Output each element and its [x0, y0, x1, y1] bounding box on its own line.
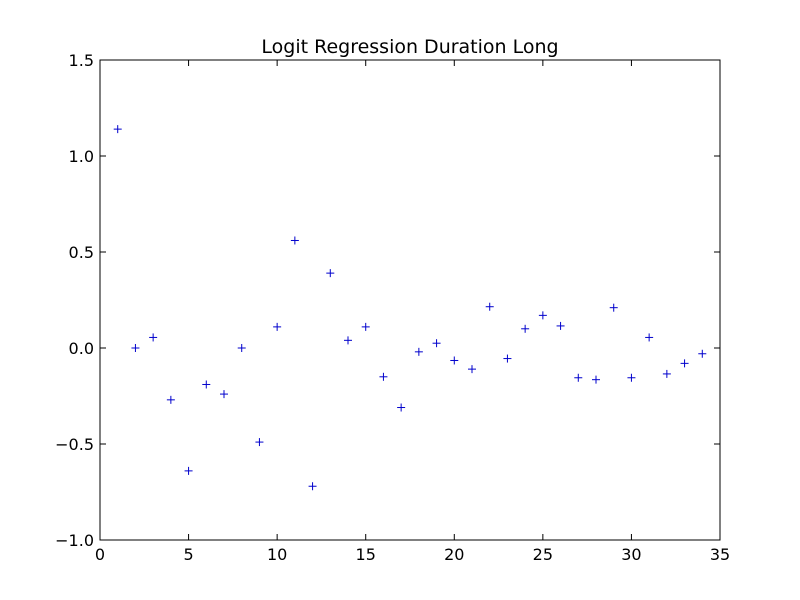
data-point: [149, 333, 158, 342]
data-points: [113, 125, 707, 491]
data-point: [113, 125, 122, 134]
plot-area: [99, 59, 721, 541]
x-tick-label: 10: [267, 545, 287, 564]
data-point: [202, 380, 211, 389]
x-tick-label: 5: [183, 545, 193, 564]
data-point: [184, 466, 193, 475]
data-point: [662, 369, 671, 378]
data-point: [680, 359, 689, 368]
data-point: [344, 336, 352, 345]
data-point: [503, 354, 512, 363]
data-point: [220, 390, 228, 399]
data-point: [645, 333, 654, 342]
chart-title: Logit Regression Duration Long: [261, 36, 558, 58]
data-point: [361, 322, 370, 331]
data-point: [592, 375, 600, 384]
data-point: [379, 372, 388, 381]
data-point: [290, 236, 299, 245]
data-point: [255, 438, 264, 447]
x-tick-label: 25: [533, 545, 553, 564]
data-point: [432, 339, 441, 348]
x-tick-label: 30: [621, 545, 641, 564]
data-point: [326, 269, 335, 278]
data-point: [556, 321, 565, 330]
data-point: [521, 324, 530, 333]
y-tick-label: 0.5: [69, 243, 94, 262]
x-tick-label: 15: [356, 545, 376, 564]
y-tick-label: 0.0: [69, 339, 94, 358]
data-point: [308, 482, 317, 491]
x-tick-label: 0: [95, 545, 105, 564]
data-point: [450, 356, 459, 365]
x-tick-label: 35: [710, 545, 730, 564]
data-point: [397, 403, 406, 412]
data-point: [627, 373, 636, 382]
y-tick-label: −0.5: [55, 435, 94, 454]
data-point: [166, 395, 175, 404]
data-point: [574, 373, 583, 382]
x-tick-label: 20: [444, 545, 464, 564]
data-point: [237, 344, 246, 352]
data-point: [414, 347, 423, 356]
data-point: [538, 311, 547, 320]
data-point: [485, 302, 494, 311]
data-point: [609, 303, 618, 312]
y-tick-label: 1.0: [69, 147, 94, 166]
ticks-layer: 0 5 10 15 20 25 30 35 −1.0 −0.5 0.0 0.5 1.0 1.5: [55, 51, 730, 564]
data-point: [273, 322, 282, 331]
y-tick-label: 1.5: [69, 51, 94, 70]
data-point: [131, 344, 140, 352]
data-point: [698, 349, 707, 358]
y-tick-label: −1.0: [55, 531, 94, 550]
data-point: [468, 365, 476, 374]
